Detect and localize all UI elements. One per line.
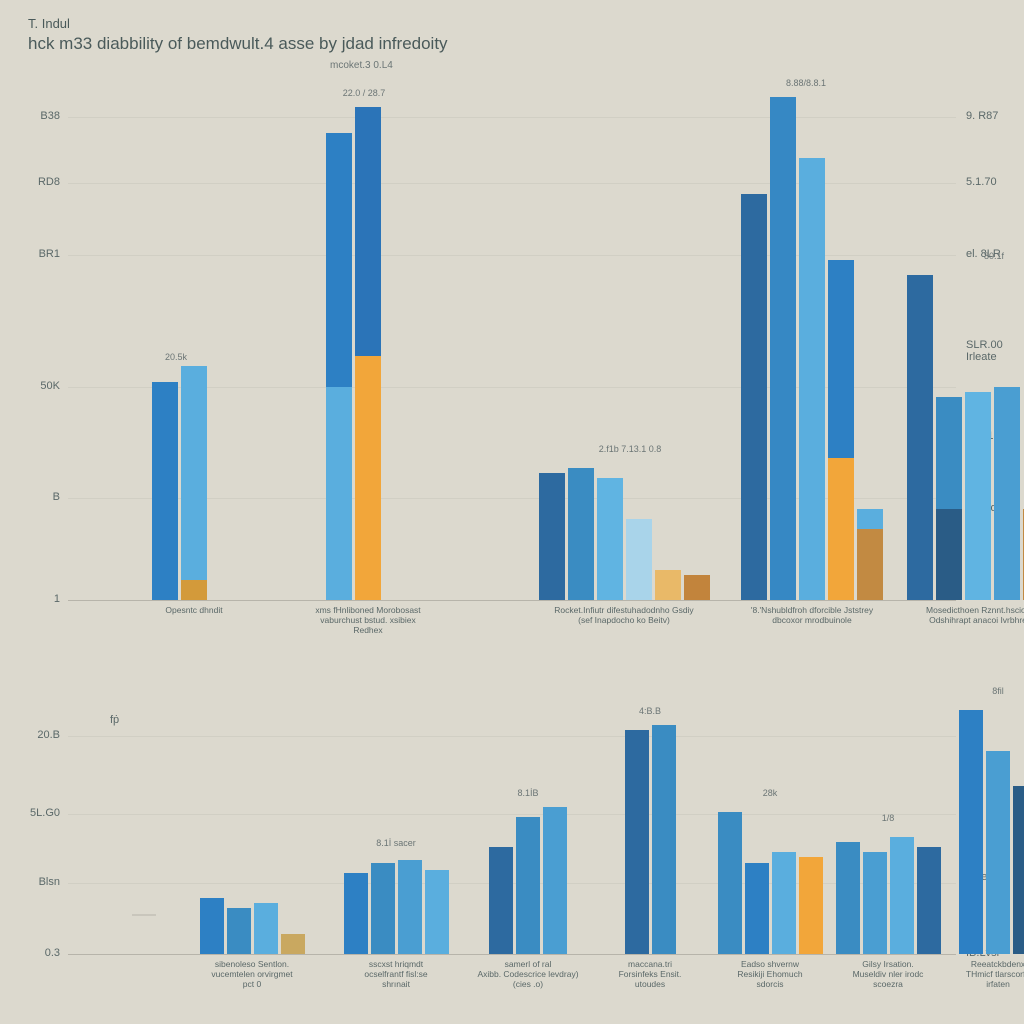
bar-value-label: 22.0 / 28.7 xyxy=(324,88,404,98)
chart-title: hck m33 diabbility of bemdwult.4 asse by… xyxy=(28,34,448,54)
bar xyxy=(425,870,449,954)
bar xyxy=(200,898,224,954)
bar xyxy=(543,807,567,954)
bar xyxy=(890,837,914,954)
bar xyxy=(344,873,368,954)
bar xyxy=(539,473,565,600)
bar xyxy=(516,817,540,954)
top-chart-panel: 1B50KBR1RD8B38IR.Fro6.4816 7sSLR.00 Irle… xyxy=(68,92,956,600)
y-axis-tick-left: 5L.G0 xyxy=(12,807,60,819)
chart-subtitle: mcoket.3 0.L4 xyxy=(330,60,393,71)
bar-value-label: 8.88/8.8.1 xyxy=(766,78,846,88)
bar-value-label: 80.1f xyxy=(954,251,1024,261)
bar xyxy=(489,847,513,954)
bar xyxy=(770,97,796,600)
category-label: xms fHnliboned Morobosast vaburchust bst… xyxy=(288,606,448,635)
bar-value-label: 20.5k xyxy=(136,352,216,362)
bar-overlay xyxy=(181,580,207,600)
bar xyxy=(836,842,860,954)
gridline xyxy=(68,117,956,118)
bar-value-label: 8fil xyxy=(958,686,1024,696)
y-axis-tick-left: B38 xyxy=(12,110,60,122)
bar xyxy=(799,158,825,600)
category-label: Mosedicthoen Rznnt.hscioy Odshihrapt ana… xyxy=(898,606,1024,626)
bar xyxy=(281,934,305,954)
bar-value-label: 8.1İB xyxy=(488,788,568,798)
bar xyxy=(772,852,796,954)
bar xyxy=(181,366,207,600)
y-axis-tick-left: 1 xyxy=(12,593,60,605)
bar xyxy=(745,863,769,954)
bar xyxy=(398,860,422,954)
bar xyxy=(655,570,681,600)
y-axis-tick-left: RD8 xyxy=(12,176,60,188)
y-axis-tick-right: 5.1.70 xyxy=(966,176,997,188)
bar xyxy=(597,478,623,600)
bar xyxy=(254,903,278,954)
bar xyxy=(152,382,178,600)
bar-value-label: 1/8 xyxy=(848,813,928,823)
gridline xyxy=(68,814,956,815)
y-axis-tick-left: 0.3 xyxy=(12,947,60,959)
x-axis-baseline xyxy=(68,954,956,955)
bar-value-label: 2.f1b 7.13.1 0.8 xyxy=(590,444,670,454)
bar-overlay xyxy=(857,529,883,600)
bar-overlay xyxy=(326,387,352,600)
bar xyxy=(799,857,823,954)
bar xyxy=(917,847,941,954)
y-axis-tick-right: SLR.00 Irleate xyxy=(966,339,1003,363)
category-label: Reeatckbdenx THmicf tlarscorfa irfaten xyxy=(918,960,1024,989)
legend-swatch xyxy=(132,914,156,916)
bar xyxy=(625,730,649,954)
category-label: Opesntc dhndit xyxy=(114,606,274,616)
chart-page: { "page": { "width": 1024, "height": 102… xyxy=(0,0,1024,1024)
gridline xyxy=(68,736,956,737)
bar xyxy=(1013,786,1024,954)
category-label: '8.'Nshubldfroh dforcible Jststrey dbcox… xyxy=(732,606,892,626)
bar-value-label: 8.1İ sacer xyxy=(356,838,436,848)
bar-overlay xyxy=(828,458,854,600)
chart-supertitle: T. Indul xyxy=(28,16,70,31)
bottom-chart-panel: 0.3Blsn5L.G020.BIB.Lvsisereomr T19Lsiben… xyxy=(68,700,956,954)
y-axis-tick-left: B xyxy=(12,491,60,503)
y-axis-tick-left: BR1 xyxy=(12,248,60,260)
bar xyxy=(227,908,251,954)
bar xyxy=(626,519,652,600)
bar xyxy=(371,863,395,954)
panel-small-label: fṗ xyxy=(110,714,119,726)
bar-overlay xyxy=(355,356,381,600)
bar-value-label: 28k xyxy=(730,788,810,798)
y-axis-tick-left: 50K xyxy=(12,380,60,392)
y-axis-tick-left: Blsn xyxy=(12,876,60,888)
category-label: Rocket.Infiutr difestuhadodnho Gsdiy (se… xyxy=(544,606,704,626)
bar xyxy=(959,710,983,954)
y-axis-tick-left: 20.B xyxy=(12,729,60,741)
bar xyxy=(907,275,933,600)
bar xyxy=(684,575,710,600)
bar xyxy=(965,392,991,600)
bar xyxy=(986,751,1010,954)
bar-value-label: 4:B.B xyxy=(610,706,690,716)
bar xyxy=(568,468,594,600)
bar xyxy=(718,812,742,954)
bar xyxy=(652,725,676,954)
y-axis-tick-right: 9. R87 xyxy=(966,110,998,122)
x-axis-baseline xyxy=(68,600,956,601)
bar-overlay xyxy=(936,509,962,600)
bar xyxy=(994,387,1020,600)
bar xyxy=(741,194,767,600)
category-label: sibenoleso Sentlon. vucemtelen orvirgmet… xyxy=(172,960,332,989)
bar xyxy=(863,852,887,954)
